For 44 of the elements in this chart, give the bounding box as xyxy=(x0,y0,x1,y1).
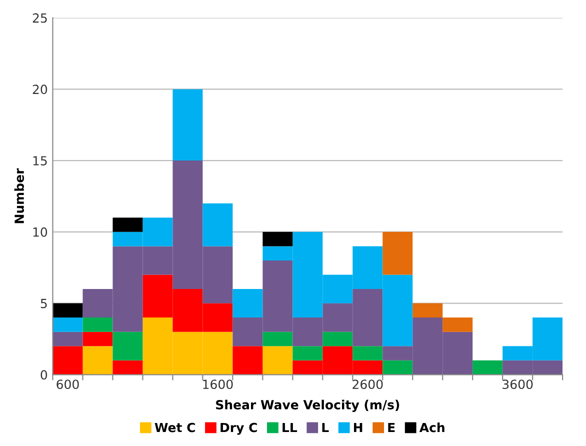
bar xyxy=(52,318,83,332)
bar xyxy=(112,218,143,232)
y-axis-title: Number xyxy=(14,168,24,224)
legend-label: H xyxy=(354,422,362,432)
bar xyxy=(262,232,293,246)
x-tick-label: 2600 xyxy=(352,380,383,390)
y-tick-label: 15 xyxy=(33,156,47,166)
bar xyxy=(202,203,233,246)
bar xyxy=(82,318,113,332)
legend-label: E xyxy=(388,422,395,432)
y-tick-label: 10 xyxy=(33,227,48,237)
bar xyxy=(52,332,83,346)
x-tick-label: 3600 xyxy=(502,380,533,390)
bar xyxy=(112,332,143,360)
bar xyxy=(172,89,203,161)
x-tick-label: 1600 xyxy=(203,380,233,390)
bar xyxy=(382,232,413,275)
y-tick-label: 0 xyxy=(40,370,48,380)
x-tick-label: 600 xyxy=(56,380,79,390)
x-axis-title: Shear Wave Velocity (m/s) xyxy=(216,400,400,412)
bar xyxy=(52,346,83,375)
legend-label: L xyxy=(322,422,329,432)
bar xyxy=(232,289,263,318)
bar xyxy=(412,303,443,318)
bar xyxy=(322,332,353,346)
bar xyxy=(292,346,323,360)
bar xyxy=(82,332,113,346)
bar xyxy=(472,360,503,375)
y-tick-label: 5 xyxy=(40,298,47,308)
bar xyxy=(442,318,473,332)
bar xyxy=(82,346,113,375)
y-tick-label: 25 xyxy=(32,13,47,23)
legend-label: Wet C xyxy=(154,422,195,432)
bar xyxy=(382,360,413,375)
bar xyxy=(232,346,263,375)
bar xyxy=(112,360,143,375)
legend-label: Dry C xyxy=(220,422,257,435)
bar xyxy=(262,332,293,346)
legend-label: LL xyxy=(282,422,298,432)
y-tick-label: 20 xyxy=(32,84,48,94)
legend-label: Ach xyxy=(419,422,444,432)
bar xyxy=(352,346,383,360)
bar xyxy=(262,346,293,375)
bar xyxy=(52,303,83,318)
